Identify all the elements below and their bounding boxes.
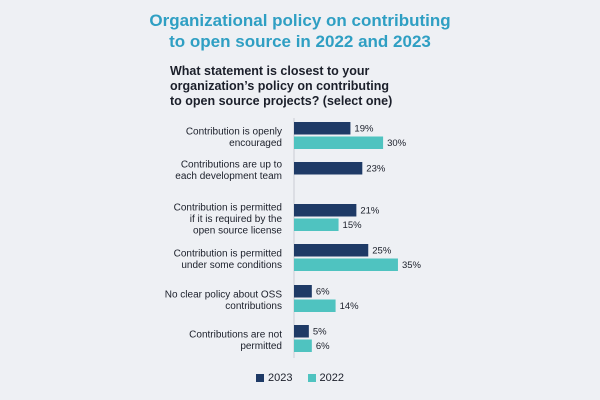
legend-item-2023: 2023 bbox=[255, 372, 293, 384]
legend-label-2022: 2022 bbox=[319, 372, 345, 384]
chart-title-line-2: to open source in 2022 and 2023 bbox=[169, 32, 431, 51]
survey-question-line-2: organization’s policy on contributing bbox=[170, 79, 389, 93]
category-label: Contributions are not bbox=[189, 329, 282, 340]
category-label: if it is required by the bbox=[190, 214, 283, 225]
category-label: Contribution is permitted bbox=[174, 248, 282, 259]
bar-2023 bbox=[294, 122, 351, 135]
data-label-2023: 25% bbox=[372, 246, 392, 257]
data-label-2023: 23% bbox=[366, 164, 386, 175]
bar-2023 bbox=[294, 204, 357, 217]
bar-2022 bbox=[294, 339, 312, 352]
bar-2023 bbox=[294, 285, 312, 298]
bar-2022 bbox=[294, 218, 339, 231]
category-label: each development team bbox=[175, 171, 282, 182]
bar-2022 bbox=[294, 299, 336, 312]
data-label-2022: 30% bbox=[387, 138, 407, 149]
legend-swatch-2023 bbox=[255, 374, 264, 382]
chart-legend: 2023 2022 bbox=[0, 372, 600, 385]
bar-2023 bbox=[294, 325, 309, 338]
bar-2022 bbox=[294, 258, 398, 271]
bar-2023 bbox=[294, 244, 369, 257]
data-label-2023: 5% bbox=[313, 327, 327, 338]
legend-swatch-2022 bbox=[307, 374, 316, 382]
bar-2023 bbox=[294, 162, 363, 175]
category-label: encouraged bbox=[229, 138, 282, 149]
data-label-2023: 19% bbox=[354, 124, 374, 135]
survey-question: What statement is closest to your organi… bbox=[170, 64, 430, 109]
data-label-2023: 6% bbox=[316, 287, 330, 298]
chart-title-line-1: Organizational policy on contributing bbox=[149, 11, 451, 30]
category-label: Contribution is openly bbox=[186, 126, 282, 137]
survey-question-line-3: to open source projects? (select one) bbox=[170, 94, 393, 108]
data-label-2022: 14% bbox=[340, 301, 360, 312]
category-label: No clear policy about OSS bbox=[165, 289, 283, 300]
legend-item-2022: 2022 bbox=[307, 372, 345, 384]
data-label-2022: 6% bbox=[316, 341, 330, 352]
category-label: Contributions are up to bbox=[181, 160, 283, 171]
category-label: open source license bbox=[193, 226, 282, 237]
category-label: Contribution is permitted bbox=[174, 203, 282, 214]
data-label-2023: 21% bbox=[360, 206, 380, 217]
data-label-2022: 15% bbox=[343, 220, 363, 231]
legend-label-2023: 2023 bbox=[267, 372, 293, 384]
survey-question-line-1: What statement is closest to your bbox=[170, 64, 370, 78]
category-label: contributions bbox=[225, 301, 282, 312]
bar-2022 bbox=[294, 136, 384, 149]
category-label: permitted bbox=[240, 341, 282, 352]
data-label-2022: 35% bbox=[402, 260, 422, 271]
category-label: under some conditions bbox=[181, 260, 282, 271]
chart-title: Organizational policy on contributing to… bbox=[0, 10, 600, 52]
